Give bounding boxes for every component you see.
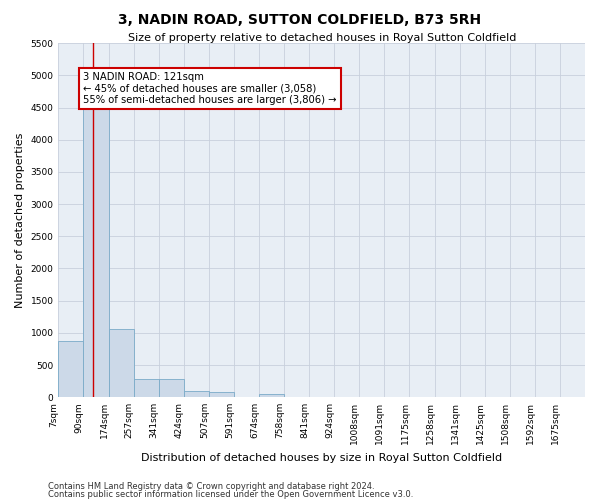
Bar xyxy=(83,104,109,397)
Bar xyxy=(184,392,209,397)
X-axis label: Distribution of detached houses by size in Royal Sutton Coldfield: Distribution of detached houses by size … xyxy=(141,452,502,462)
Bar xyxy=(109,329,134,397)
Text: 3 NADIN ROAD: 121sqm
← 45% of detached houses are smaller (3,058)
55% of semi-de: 3 NADIN ROAD: 121sqm ← 45% of detached h… xyxy=(83,72,337,106)
Bar xyxy=(209,392,234,397)
Title: Size of property relative to detached houses in Royal Sutton Coldfield: Size of property relative to detached ho… xyxy=(128,32,516,42)
Text: 3, NADIN ROAD, SUTTON COLDFIELD, B73 5RH: 3, NADIN ROAD, SUTTON COLDFIELD, B73 5RH xyxy=(118,12,482,26)
Text: Contains HM Land Registry data © Crown copyright and database right 2024.: Contains HM Land Registry data © Crown c… xyxy=(48,482,374,491)
Y-axis label: Number of detached properties: Number of detached properties xyxy=(15,132,25,308)
Bar xyxy=(259,394,284,397)
Bar xyxy=(58,340,83,397)
Bar xyxy=(159,379,184,397)
Bar xyxy=(134,378,159,397)
Text: Contains public sector information licensed under the Open Government Licence v3: Contains public sector information licen… xyxy=(48,490,413,499)
